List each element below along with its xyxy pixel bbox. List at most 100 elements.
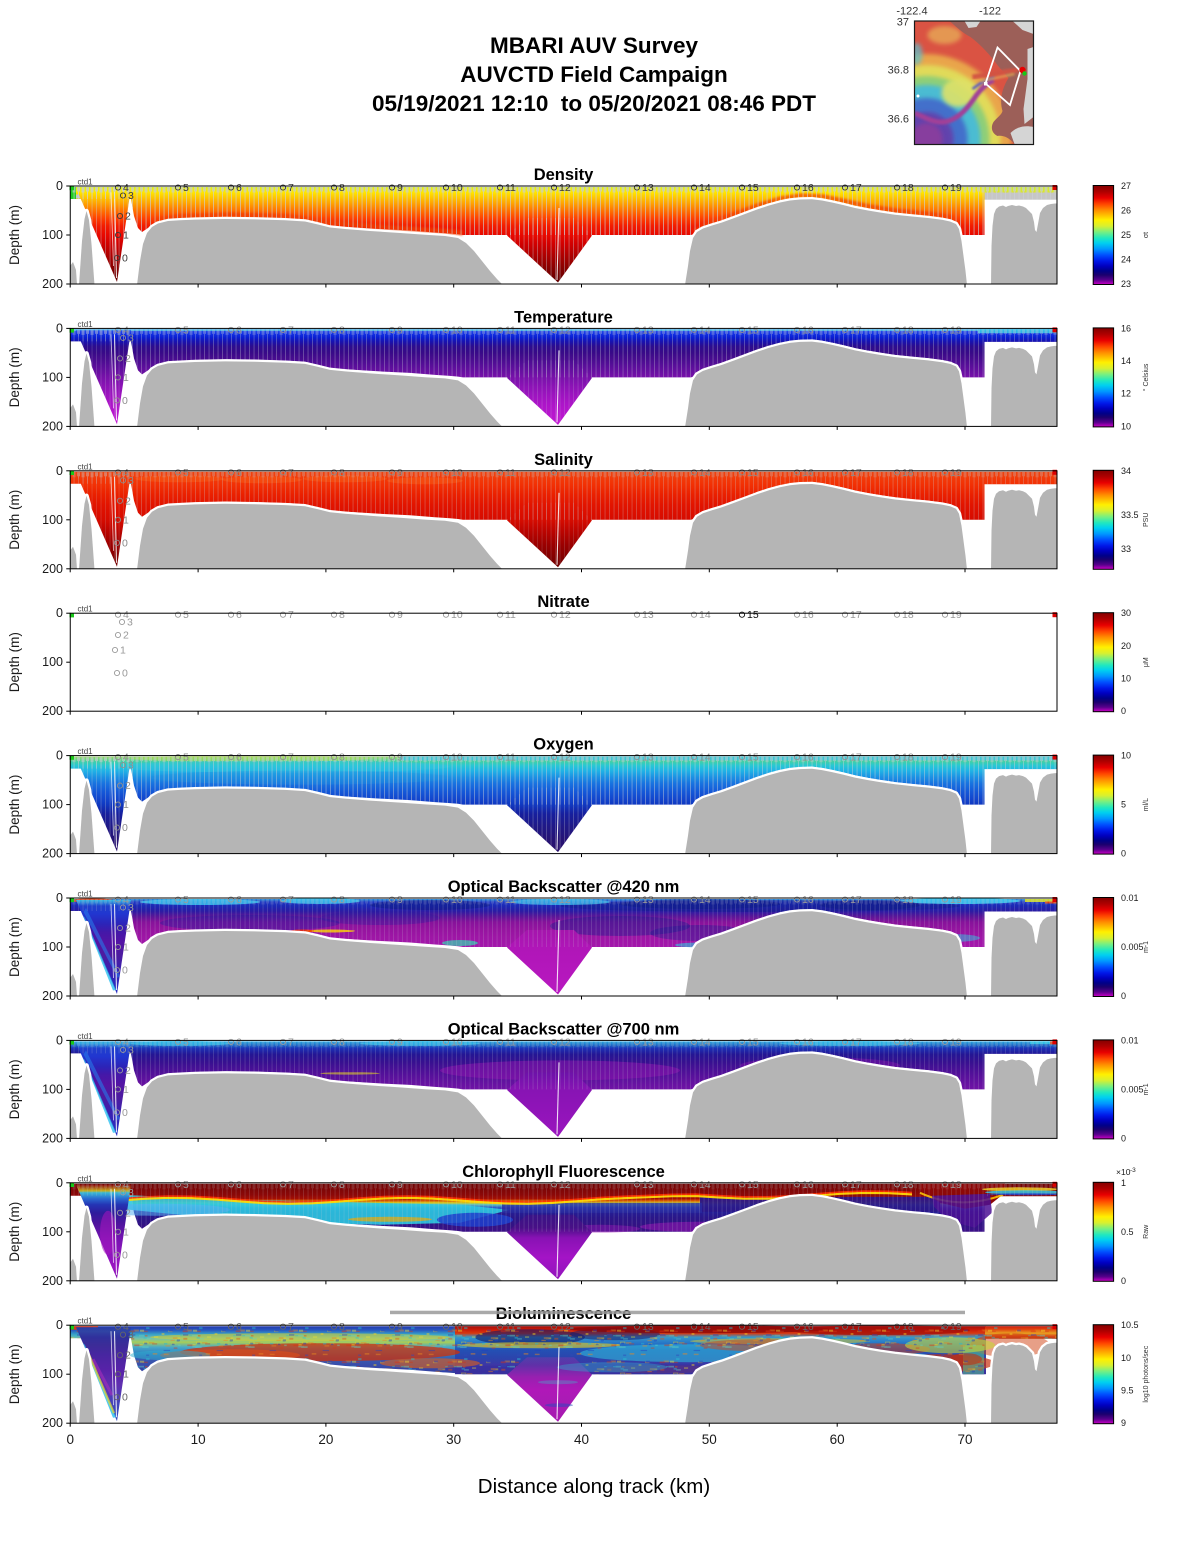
svg-text:33.5: 33.5 <box>1121 510 1139 520</box>
svg-text:7: 7 <box>288 467 294 479</box>
svg-text:0.005: 0.005 <box>1121 1084 1144 1094</box>
svg-text:27: 27 <box>1121 181 1131 191</box>
svg-text:ctd1: ctd1 <box>78 747 94 756</box>
svg-text:13: 13 <box>642 182 654 194</box>
svg-text:36.6: 36.6 <box>888 114 909 126</box>
svg-text:20: 20 <box>318 1432 333 1447</box>
svg-text:2: 2 <box>125 495 131 507</box>
svg-text:14: 14 <box>699 467 711 479</box>
svg-text:0: 0 <box>56 1033 63 1047</box>
svg-text:17: 17 <box>850 182 862 194</box>
svg-text:2: 2 <box>125 1350 131 1362</box>
svg-text:16: 16 <box>802 894 814 906</box>
svg-text:3: 3 <box>128 332 134 344</box>
svg-text:1: 1 <box>123 1084 129 1096</box>
svg-text:13: 13 <box>642 1036 654 1048</box>
svg-text:0: 0 <box>122 965 128 977</box>
svg-text:3: 3 <box>127 617 133 629</box>
svg-text:37: 37 <box>897 17 909 29</box>
svg-text:7: 7 <box>288 1179 294 1191</box>
svg-text:5: 5 <box>183 752 189 764</box>
svg-text:9: 9 <box>1121 1418 1126 1428</box>
svg-text:0: 0 <box>122 668 128 680</box>
svg-text:18: 18 <box>902 1179 914 1191</box>
svg-text:18: 18 <box>902 609 914 621</box>
svg-text:4: 4 <box>123 1036 129 1048</box>
svg-text:10: 10 <box>451 752 463 764</box>
svg-text:0: 0 <box>1121 849 1126 859</box>
svg-text:16: 16 <box>802 1321 814 1333</box>
svg-text:ctd1: ctd1 <box>78 1032 94 1041</box>
svg-text:ml/L: ml/L <box>1143 798 1150 811</box>
svg-text:Depth (m): Depth (m) <box>7 917 22 977</box>
svg-text:100: 100 <box>42 1225 63 1239</box>
svg-text:Depth (m): Depth (m) <box>7 490 22 550</box>
svg-text:5: 5 <box>183 1036 189 1048</box>
svg-text:16: 16 <box>802 1036 814 1048</box>
svg-text:3: 3 <box>128 902 134 914</box>
svg-text:9: 9 <box>397 1036 403 1048</box>
svg-text:0: 0 <box>122 537 128 549</box>
svg-text:100: 100 <box>42 940 63 954</box>
svg-text:10: 10 <box>451 894 463 906</box>
svg-text:10: 10 <box>1121 674 1131 684</box>
svg-text:5: 5 <box>183 894 189 906</box>
svg-text:10: 10 <box>451 1036 463 1048</box>
svg-text:12: 12 <box>559 1036 571 1048</box>
svg-text:17: 17 <box>850 894 862 906</box>
svg-text:12: 12 <box>559 1179 571 1191</box>
svg-text:13: 13 <box>642 1321 654 1333</box>
svg-text:Depth (m): Depth (m) <box>7 205 22 265</box>
svg-text:13: 13 <box>642 467 654 479</box>
svg-text:0: 0 <box>1121 706 1126 716</box>
svg-text:8: 8 <box>339 467 345 479</box>
svg-text:2: 2 <box>125 353 131 365</box>
svg-text:0: 0 <box>56 749 63 763</box>
svg-text:Temperature: Temperature <box>514 308 613 326</box>
svg-text:13: 13 <box>642 752 654 764</box>
svg-text:1: 1 <box>123 372 129 384</box>
svg-text:200: 200 <box>42 1274 63 1288</box>
svg-text:60: 60 <box>830 1432 845 1447</box>
svg-text:2: 2 <box>125 1207 131 1219</box>
svg-text:10.5: 10.5 <box>1121 1320 1139 1330</box>
svg-text:m-1: m-1 <box>1143 941 1150 953</box>
svg-text:0.01: 0.01 <box>1121 893 1139 903</box>
svg-text:ctd1: ctd1 <box>78 1174 94 1183</box>
svg-text:1: 1 <box>123 942 129 954</box>
svg-text:4: 4 <box>123 467 129 479</box>
svg-text:19: 19 <box>950 894 962 906</box>
svg-text:15: 15 <box>747 1036 759 1048</box>
svg-text:13: 13 <box>642 1179 654 1191</box>
svg-text:40: 40 <box>574 1432 589 1447</box>
svg-text:200: 200 <box>42 562 63 576</box>
svg-text:Distance along track (km): Distance along track (km) <box>478 1475 710 1498</box>
svg-text:-3: -3 <box>1130 1167 1136 1174</box>
svg-text:18: 18 <box>902 1036 914 1048</box>
svg-text:8: 8 <box>339 752 345 764</box>
svg-text:4: 4 <box>123 324 129 336</box>
svg-text:200: 200 <box>42 847 63 861</box>
svg-text:ctd1: ctd1 <box>78 178 94 187</box>
svg-text:-122.4: -122.4 <box>896 6 927 18</box>
svg-text:05/19/2021 12:10 to 05/20/202: 05/19/2021 12:10 to 05/20/2021 08:46 PDT <box>372 91 816 116</box>
svg-text:Depth (m): Depth (m) <box>7 347 22 407</box>
svg-text:0: 0 <box>122 822 128 834</box>
svg-text:12: 12 <box>559 609 571 621</box>
svg-text:0: 0 <box>122 1107 128 1119</box>
svg-text:0: 0 <box>56 606 63 620</box>
svg-text:100: 100 <box>42 1367 63 1381</box>
svg-text:Optical Backscatter @700 nm: Optical Backscatter @700 nm <box>448 1020 680 1038</box>
svg-text:100: 100 <box>42 798 63 812</box>
svg-text:Depth (m): Depth (m) <box>7 632 22 692</box>
svg-text:11: 11 <box>505 467 516 479</box>
svg-text:10: 10 <box>451 182 463 194</box>
svg-text:10: 10 <box>451 1179 463 1191</box>
svg-text:18: 18 <box>902 894 914 906</box>
svg-text:0: 0 <box>56 1176 63 1190</box>
svg-text:15: 15 <box>747 752 759 764</box>
svg-text:9: 9 <box>397 467 403 479</box>
svg-text:12: 12 <box>559 324 571 336</box>
svg-text:4: 4 <box>123 894 129 906</box>
svg-text:11: 11 <box>505 324 516 336</box>
